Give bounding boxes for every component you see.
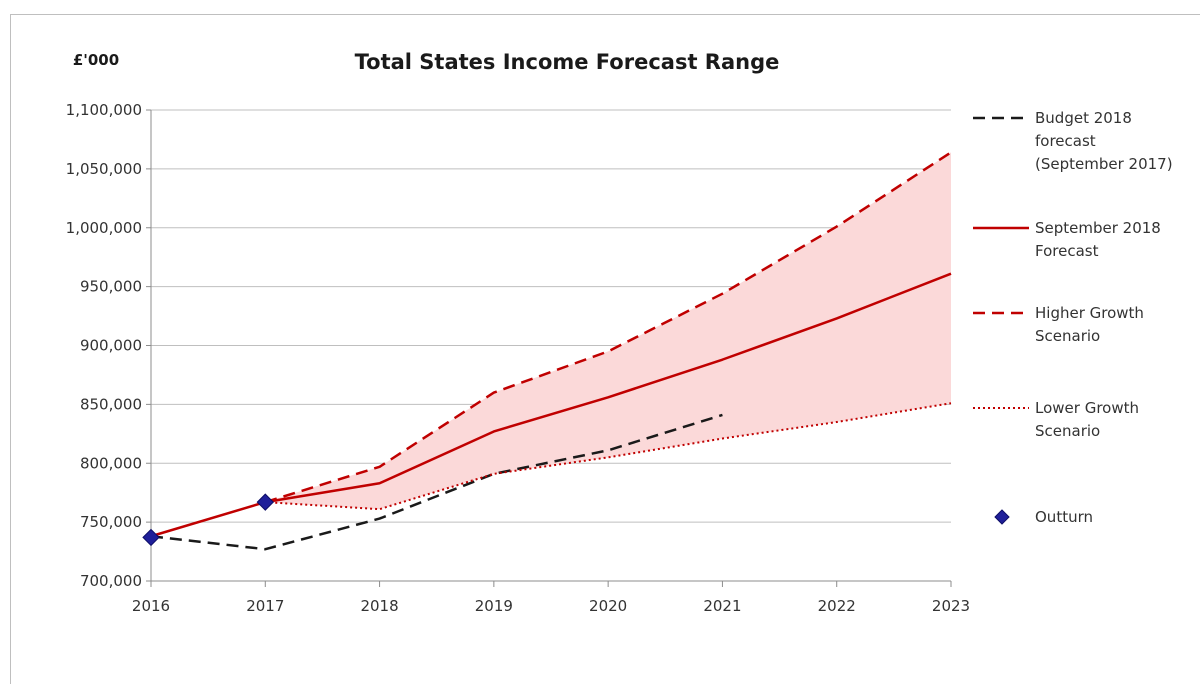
chart-title: Total States Income Forecast Range [355,50,780,74]
legend-label: Outturn [1035,508,1093,526]
y-tick-label: 800,000 [80,454,142,472]
y-tick-labels: 700,000 750,000 800,000 850,000 900,000 950,0… [66,101,142,590]
income-forecast-chart: Total States Income Forecast Range £'000… [66,50,1173,615]
y-tick-label: 900,000 [80,337,142,355]
series-lines [150,151,952,551]
legend-outturn-marker [994,509,1010,525]
chart-frame: Total States Income Forecast Range £'000… [10,14,1200,684]
legend-label: Forecast [1035,242,1099,260]
outturn-marker [256,493,274,511]
x-tick-label: 2016 [132,597,170,615]
legend-entry-outturn: Outturn [994,508,1093,526]
legend-label: Budget 2018 [1035,109,1132,127]
legend-label: Scenario [1035,327,1100,345]
x-tick-label: 2022 [818,597,856,615]
x-tick-label: 2017 [246,597,284,615]
x-tick-label: 2018 [360,597,398,615]
y-axis-unit-label: £'000 [73,51,119,69]
series-line-budget-2018-forecast-september-2017 [150,413,723,551]
outturn-marker [142,528,160,547]
legend-entry-lower-growth-scenario: Lower Growth Scenario [973,399,1139,440]
y-tick-label: 1,050,000 [66,160,142,178]
axes [146,109,952,587]
x-tick-labels: 2016 2017 2018 2019 2020 2021 2022 2023 [132,597,970,615]
x-tick-label: 2019 [475,597,513,615]
x-tick-label: 2023 [932,597,970,615]
series-line-higher-growth-scenario [264,151,952,504]
range-band-area [265,152,951,510]
y-tick-label: 1,100,000 [66,101,142,119]
legend-label: Higher Growth [1035,304,1144,322]
y-tick-label: 1,000,000 [66,219,142,237]
x-tick-label: 2021 [703,597,741,615]
forecast-range-band [265,152,951,510]
y-tick-label: 850,000 [80,395,142,413]
legend: Budget 2018 forecast (September 2017) Septe… [973,109,1173,526]
legend-label: (September 2017) [1035,155,1173,173]
y-tick-label: 700,000 [80,572,142,590]
outturn-markers [142,493,274,547]
legend-label: Lower Growth [1035,399,1139,417]
legend-entry-budget-2018-forecast-september-2017: Budget 2018 forecast (September 2017) [973,109,1173,173]
y-tick-label: 950,000 [80,278,142,296]
legend-entry-september-2018-forecast: September 2018 Forecast [973,219,1161,260]
series-line-lower-growth-scenario [265,402,952,511]
legend-label: forecast [1035,132,1096,150]
series-line-september-2018-forecast [150,272,952,538]
x-tick-label: 2020 [589,597,627,615]
legend-label: Scenario [1035,422,1100,440]
legend-label: September 2018 [1035,219,1161,237]
y-tick-label: 750,000 [80,513,142,531]
legend-entry-higher-growth-scenario: Higher Growth Scenario [973,304,1144,345]
